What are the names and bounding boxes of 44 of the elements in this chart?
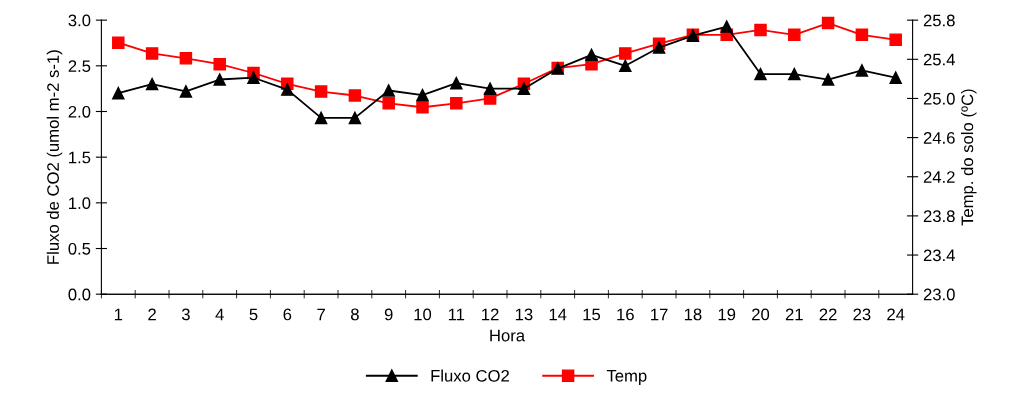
y2-tick-label: 23.8 <box>923 210 955 223</box>
x-tick-label: 15 <box>583 308 601 321</box>
x-tick-label: 9 <box>384 308 393 321</box>
y-tick-label: 0.0 <box>68 288 91 301</box>
x-tick-label: 8 <box>350 308 359 321</box>
legend-label: Temp <box>606 370 647 386</box>
x-tick-label: 21 <box>785 308 803 321</box>
y-tick-label: 2.0 <box>68 105 91 118</box>
y-tick-label: 1.5 <box>69 151 91 164</box>
x-tick-label: 24 <box>887 308 905 321</box>
x-tick-label: 3 <box>181 308 190 321</box>
x-tick-label: 4 <box>215 308 224 321</box>
y2-tick-label: 23.0 <box>923 288 955 301</box>
x-tick-label: 1 <box>114 308 123 321</box>
y2-tick-label: 25.4 <box>923 53 955 66</box>
x-tick-label: 2 <box>148 308 156 321</box>
y2-tick-label: 25.8 <box>923 14 955 27</box>
y-tick-label: 1.0 <box>69 197 91 210</box>
x-tick-label: 5 <box>249 308 258 321</box>
x-tick-label: 6 <box>283 308 292 321</box>
x-tick-label: 10 <box>414 308 432 321</box>
x-tick-label: 18 <box>684 308 702 321</box>
legend-label: Fluxo CO2 <box>431 369 509 382</box>
y2-tick-label: 25.0 <box>923 92 955 105</box>
x-tick-label: 19 <box>718 308 736 321</box>
x-tick-label: 14 <box>549 308 567 321</box>
y-tick-label: 3.0 <box>68 14 91 27</box>
x-tick-label: 20 <box>752 308 770 321</box>
x-axis-title: Hora <box>490 329 526 342</box>
y2-tick-label: 24.2 <box>923 171 955 183</box>
y-tick-label: 0.5 <box>68 242 91 255</box>
x-tick-label: 22 <box>819 308 837 321</box>
x-tick-label: 11 <box>448 308 465 321</box>
x-tick-label: 7 <box>317 308 325 321</box>
x-tick-label: 17 <box>651 308 668 321</box>
x-tick-label: 12 <box>482 308 499 321</box>
x-tick-label: 16 <box>617 308 634 321</box>
y2-axis-title: Temp. do solo (ºC) <box>961 89 977 226</box>
x-tick-label: 23 <box>853 308 871 321</box>
x-tick-label: 13 <box>515 308 533 321</box>
y-axis-title: Fluxo de CO2 (umol m-2 s-1) <box>46 50 63 264</box>
y-tick-label: 2.5 <box>68 60 91 73</box>
y2-tick-label: 23.4 <box>923 249 955 262</box>
y2-tick-label: 24.6 <box>923 132 955 144</box>
